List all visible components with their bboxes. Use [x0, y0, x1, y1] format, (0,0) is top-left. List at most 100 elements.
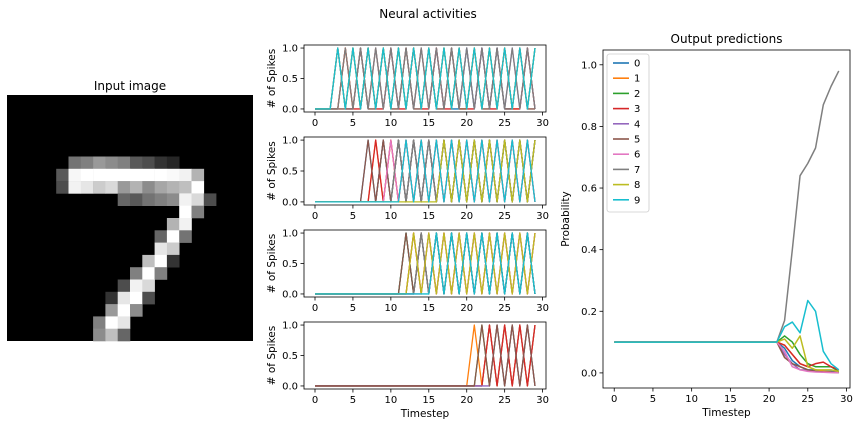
x-tick-label: 25 [498, 118, 511, 129]
image-pixel [142, 267, 155, 280]
suptitle: Neural activities [379, 7, 477, 21]
image-pixel [56, 168, 69, 182]
x-tick-label: 15 [422, 395, 435, 406]
x-tick-label: 20 [460, 303, 473, 314]
legend-label: 7 [634, 165, 640, 176]
image-pixel [166, 181, 180, 194]
image-pixel [142, 291, 155, 305]
x-tick-label: 5 [650, 394, 656, 405]
image-pixel [166, 242, 180, 256]
image-pixel [142, 279, 155, 293]
image-pixel [154, 242, 168, 256]
spike-panel-3: 0 5 10 15 20 25 30 0.0 0.5 1.0 # of Spikes [266, 229, 549, 314]
image-pixel [191, 193, 205, 206]
image-pixel [117, 304, 131, 317]
legend-label: 8 [634, 180, 640, 191]
image-pixel [68, 168, 82, 182]
x-tick-label: 5 [350, 211, 356, 222]
image-pixel [166, 254, 180, 268]
image-pixel [166, 193, 180, 206]
plot-area [315, 324, 536, 387]
y-axis-label: # of Spikes [266, 141, 278, 200]
image-pixel [56, 181, 69, 194]
x-tick-label: 0 [312, 211, 318, 222]
x-tick-label: 5 [350, 395, 356, 406]
image-pixel [105, 156, 118, 170]
x-tick-label: 30 [536, 303, 549, 314]
image-pixel [68, 156, 82, 170]
x-axis-label: Timestep [400, 408, 450, 420]
legend-label: 3 [634, 104, 640, 115]
series-line-9 [315, 47, 536, 110]
image-pixel [154, 230, 168, 243]
x-tick-label: 25 [498, 303, 511, 314]
x-tick-label: 5 [350, 118, 356, 129]
y-tick-label: 1.0 [282, 229, 298, 240]
image-pixel [179, 168, 192, 182]
y-tick-label: 1.0 [282, 321, 298, 332]
plot-area [315, 232, 536, 295]
image-pixel [154, 156, 168, 170]
y-tick-label: 0.2 [581, 307, 597, 318]
image-pixel [130, 279, 143, 293]
x-tick-label: 10 [384, 211, 397, 222]
y-tick-label: 0.5 [282, 167, 298, 178]
image-pixel [105, 181, 118, 194]
plot-area [315, 139, 536, 203]
series-line-9 [315, 232, 536, 295]
image-pixel [93, 168, 106, 182]
output-predictions-panel: 0 5 10 15 20 25 300.00.20.40.60.81.0Probabilit… [560, 32, 853, 419]
image-pixel [93, 328, 106, 342]
image-pixel [191, 181, 205, 194]
x-tick-label: 0 [312, 303, 318, 314]
image-pixel [105, 328, 118, 342]
x-tick-label: 15 [422, 211, 435, 222]
axes-frame [602, 49, 851, 389]
y-tick-label: 0.0 [581, 368, 597, 379]
y-tick-label: 0.5 [282, 74, 298, 85]
x-tick-label: 0 [611, 394, 617, 405]
legend: 0 1 2 3 4 5 6 7 8 9 [606, 53, 650, 213]
x-tick-label: 5 [350, 303, 356, 314]
image-pixel [117, 279, 131, 293]
image-pixel [80, 156, 94, 170]
legend-label: 6 [634, 150, 640, 161]
x-tick-label: 30 [536, 118, 549, 129]
y-tick-label: 1.0 [581, 60, 597, 71]
legend-label: 2 [634, 89, 640, 100]
x-tick-label: 10 [384, 303, 397, 314]
y-tick-label: 0.5 [282, 351, 298, 362]
image-pixel [117, 328, 131, 342]
x-tick-label: 20 [763, 394, 776, 405]
image-pixel [68, 181, 82, 194]
x-axis-label: Timestep [701, 407, 751, 419]
image-pixel [166, 156, 180, 170]
image-pixel [203, 193, 217, 206]
x-tick-label: 15 [422, 303, 435, 314]
x-tick-label: 30 [840, 394, 853, 405]
y-tick-label: 0.8 [581, 122, 597, 133]
image-pixel [154, 193, 168, 206]
image-pixel [130, 267, 143, 280]
image-pixel [130, 291, 143, 305]
series-line-9 [315, 139, 536, 203]
x-tick-label: 30 [536, 395, 549, 406]
image-pixel [80, 168, 94, 182]
plot-area [315, 47, 536, 110]
x-tick-label: 25 [801, 394, 814, 405]
series-line-9 [614, 299, 840, 371]
image-pixel [80, 181, 94, 194]
image-pixel [130, 304, 143, 317]
x-tick-label: 10 [384, 395, 397, 406]
spike-panel-4: 0 5 10 15 20 25 30 0.0 0.5 1.0 # of Spikes Timestep [266, 321, 549, 420]
image-pixel [117, 168, 131, 182]
y-tick-label: 0.0 [282, 197, 298, 208]
x-tick-label: 15 [422, 118, 435, 129]
image-pixel [154, 168, 168, 182]
x-tick-label: 0 [312, 118, 318, 129]
image-pixel [154, 254, 168, 268]
image-pixel [179, 181, 192, 194]
image-pixel [117, 291, 131, 305]
image-pixel [142, 181, 155, 194]
